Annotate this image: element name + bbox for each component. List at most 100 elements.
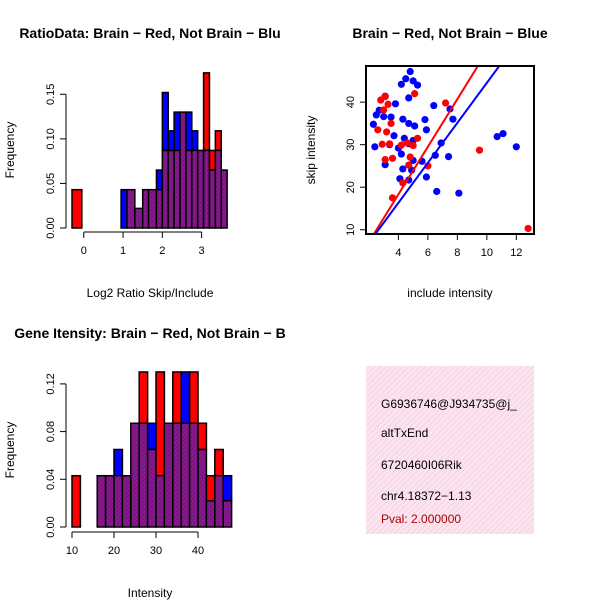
bar-overlap [96, 474, 107, 528]
point-brain [381, 155, 389, 164]
x-tick-label: 40 [192, 545, 204, 557]
point-not-brain [430, 101, 438, 110]
bar-brain [71, 188, 83, 229]
bar-overlap [126, 188, 136, 229]
bar-overlap [222, 500, 233, 528]
x-tick-label: 6 [425, 247, 431, 259]
point-brain [475, 146, 484, 154]
point-not-brain [405, 119, 413, 128]
bar-overlap [167, 149, 175, 229]
x-tick-label: 2 [159, 245, 165, 257]
point-not-brain [422, 173, 431, 181]
bar-overlap [180, 422, 191, 528]
bar-brain [71, 474, 82, 528]
y-tick-label: 0.04 [45, 469, 57, 490]
point-not-brain [402, 75, 410, 83]
y-tick-label: 10 [345, 224, 357, 236]
bar-not-brain [113, 448, 124, 477]
point-not-brain [405, 94, 413, 102]
point-brain [413, 134, 422, 142]
x-tick-label: 10 [66, 545, 78, 557]
point-not-brain [381, 161, 389, 169]
chart-title: Gene Itensity: Brain − Red, Not Brain − … [14, 325, 286, 341]
point-not-brain [499, 130, 507, 138]
point-not-brain [422, 126, 431, 134]
info-panel: G6936746@J934735@j_ altTxEnd 6720460I06R… [366, 366, 534, 534]
y-axis-label: Frequency [3, 122, 17, 179]
x-tick-label: 30 [150, 545, 162, 557]
point-not-brain [369, 120, 377, 128]
bar-overlap [208, 169, 217, 229]
info-line: G6936746@J934735@j_ [381, 397, 517, 411]
point-not-brain [380, 113, 388, 121]
point-brain [387, 119, 395, 128]
point-brain [397, 141, 405, 149]
point-not-brain [390, 132, 398, 140]
point-brain [441, 99, 450, 107]
fit-line-not-brain [374, 66, 501, 234]
bar-not-brain [155, 169, 164, 191]
bar-brain [155, 371, 166, 477]
bar-overlap [161, 149, 169, 229]
point-not-brain [406, 67, 414, 76]
bar-overlap [214, 474, 224, 528]
y-tick-label: 0.08 [45, 421, 57, 442]
x-tick-label: 12 [510, 247, 522, 259]
bar-overlap [147, 188, 158, 229]
bar-brain [138, 371, 149, 424]
bar-not-brain [185, 111, 193, 152]
point-brain [411, 90, 419, 98]
histogram-intensity: Gene Itensity: Brain − Red, Not Brain − … [3, 325, 286, 600]
bars-group: 0 1 2 3 0.00 0.05 0.10 0.15 [45, 72, 228, 257]
point-not-brain [493, 133, 501, 141]
x-tick-label: 10 [481, 247, 493, 259]
bar-overlap [197, 448, 208, 528]
x-tick-label: 1 [120, 245, 126, 257]
plot-frame [365, 65, 535, 235]
bar-brain [202, 72, 211, 152]
plot-area [369, 66, 532, 234]
point-not-brain [399, 115, 407, 123]
pval-text: Pval: 2.000000 [381, 512, 461, 526]
x-tick-label: 4 [395, 247, 401, 259]
fit-line-brain [372, 66, 480, 234]
bar-overlap [205, 500, 216, 528]
bar-overlap [172, 422, 182, 528]
y-tick-label: 0.00 [45, 516, 57, 537]
bar-overlap [202, 149, 211, 229]
x-axis-label: include intensity [407, 286, 492, 300]
point-brain [524, 224, 532, 233]
point-brain [381, 93, 389, 101]
bar-overlap [146, 448, 157, 528]
x-tick-label: 20 [108, 545, 120, 557]
point-brain [380, 106, 388, 114]
bar-overlap [163, 422, 174, 528]
bar-overlap [214, 149, 223, 229]
bar-not-brain [173, 111, 181, 152]
point-not-brain [455, 189, 463, 197]
y-axis-label: skip intensity [304, 116, 318, 185]
y-tick-label: 0.05 [45, 173, 57, 194]
point-brain [383, 128, 391, 136]
bar-overlap [155, 474, 166, 528]
bar-overlap [113, 474, 124, 528]
points-group: 4 6 8 10 12 10 20 30 40 [345, 65, 535, 259]
bar-not-brain [180, 371, 191, 424]
point-not-brain [444, 152, 453, 161]
bar-overlap [191, 149, 199, 229]
point-brain [406, 153, 414, 161]
histogram-ratio: RatioData: Brain − Red, Not Brain − Blu … [3, 25, 281, 300]
point-not-brain [372, 111, 380, 119]
point-brain [385, 140, 394, 148]
bar-overlap [220, 169, 228, 229]
point-not-brain [397, 80, 405, 88]
bar-overlap [179, 111, 187, 229]
point-brain [374, 126, 382, 134]
point-not-brain [413, 81, 422, 89]
point-not-brain [399, 165, 407, 173]
y-tick-label: 0.15 [45, 84, 57, 105]
y-axis-label: Frequency [3, 422, 17, 479]
x-tick-label: 0 [81, 245, 87, 257]
